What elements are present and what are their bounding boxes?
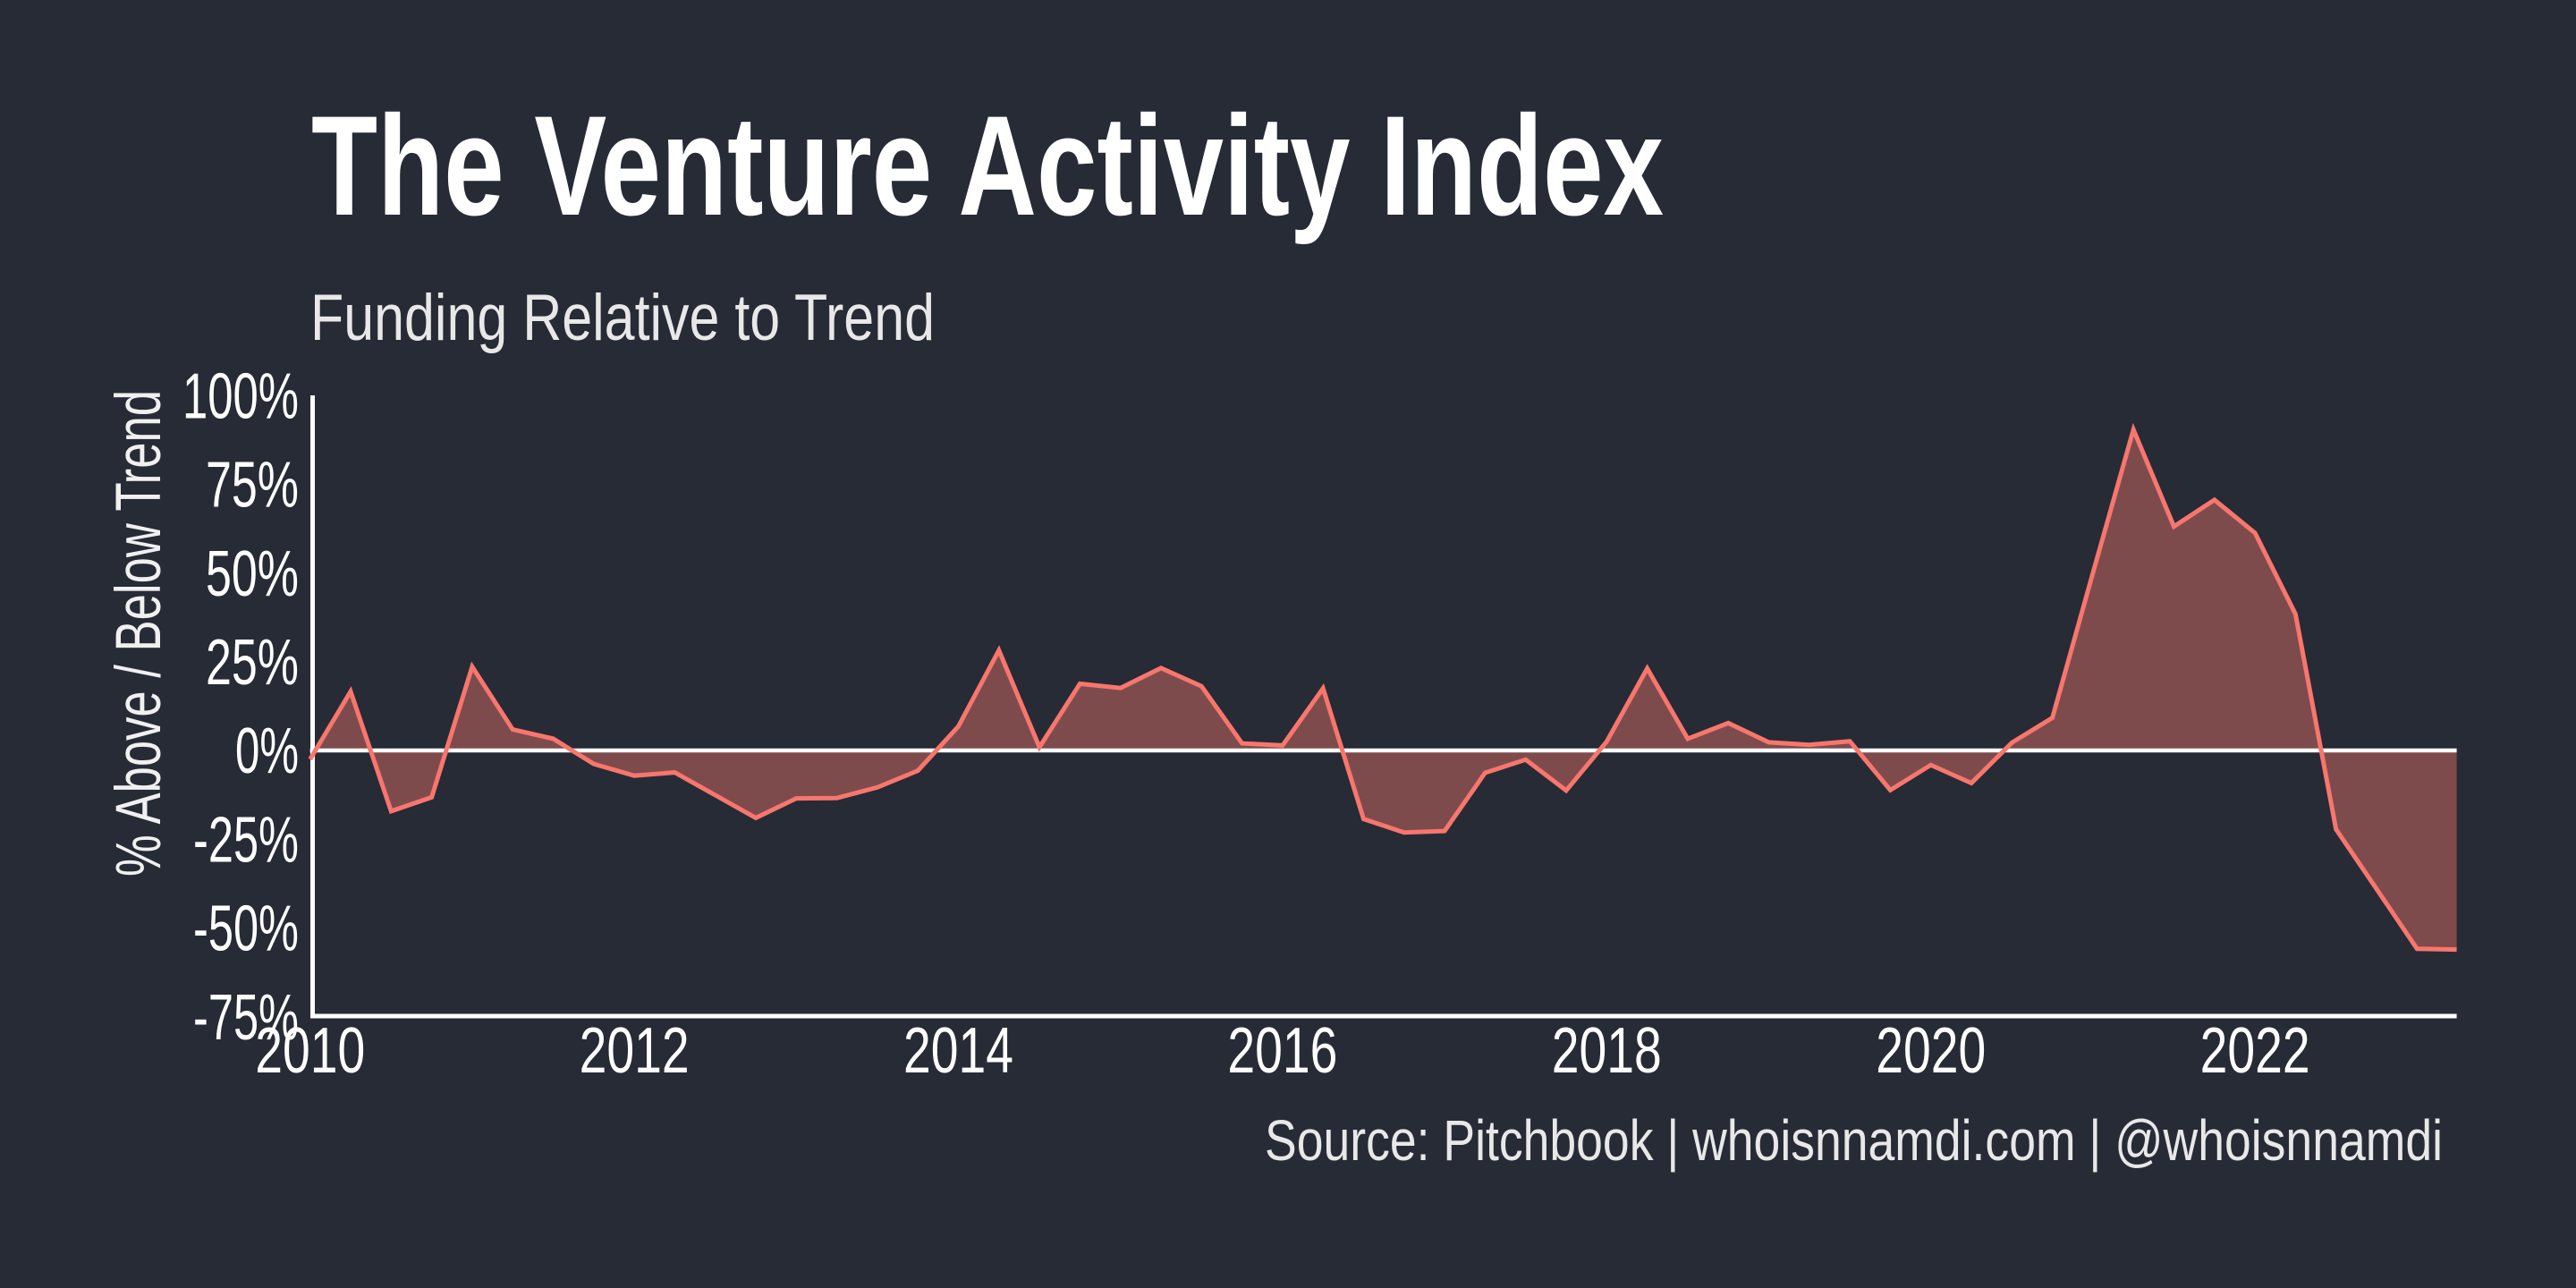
svg-text:50%: 50%: [206, 538, 299, 610]
svg-text:0%: 0%: [235, 716, 299, 787]
svg-text:2010: 2010: [255, 1015, 365, 1087]
svg-text:2020: 2020: [1876, 1015, 1986, 1087]
svg-text:2014: 2014: [903, 1015, 1013, 1087]
svg-text:2012: 2012: [580, 1015, 690, 1087]
svg-text:75%: 75%: [206, 450, 299, 521]
svg-text:The Venture Activity Index: The Venture Activity Index: [311, 86, 1664, 245]
svg-text:-50%: -50%: [193, 894, 299, 965]
svg-text:25%: 25%: [206, 627, 299, 699]
svg-text:2016: 2016: [1227, 1015, 1337, 1087]
svg-text:Funding Relative to Trend: Funding Relative to Trend: [310, 282, 935, 354]
svg-text:-25%: -25%: [193, 804, 299, 876]
svg-text:-75%: -75%: [193, 982, 299, 1054]
svg-text:2022: 2022: [2200, 1015, 2310, 1087]
svg-text:2018: 2018: [1552, 1015, 1662, 1087]
svg-text:% Above / Below Trend: % Above / Below Trend: [104, 390, 174, 877]
svg-text:100%: 100%: [182, 360, 299, 432]
svg-text:Source: Pitchbook | whoisnnamd: Source: Pitchbook | whoisnnamdi.com | @w…: [1265, 1108, 2443, 1173]
